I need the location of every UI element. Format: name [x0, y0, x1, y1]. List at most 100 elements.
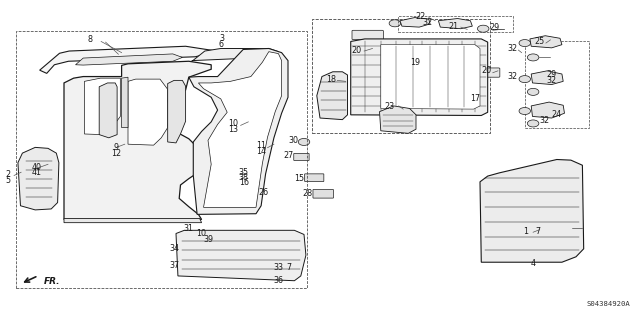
- Text: 8: 8: [87, 35, 92, 44]
- Text: 26: 26: [259, 188, 269, 197]
- Polygon shape: [198, 52, 282, 207]
- Polygon shape: [192, 48, 278, 61]
- Text: 10: 10: [228, 119, 239, 128]
- Text: 32: 32: [422, 18, 433, 27]
- Ellipse shape: [477, 25, 489, 32]
- Polygon shape: [400, 18, 430, 27]
- Text: 23: 23: [384, 102, 394, 111]
- Polygon shape: [99, 83, 117, 138]
- Polygon shape: [128, 79, 168, 145]
- Text: 12: 12: [111, 149, 122, 158]
- Ellipse shape: [564, 226, 572, 230]
- Ellipse shape: [548, 205, 556, 210]
- Text: 32: 32: [507, 72, 517, 81]
- FancyBboxPatch shape: [305, 174, 324, 182]
- Polygon shape: [351, 39, 488, 115]
- Text: 37: 37: [169, 261, 179, 270]
- Ellipse shape: [519, 40, 531, 47]
- Text: 32: 32: [547, 76, 557, 85]
- Text: 7: 7: [287, 263, 292, 271]
- Ellipse shape: [519, 76, 531, 83]
- Text: 15: 15: [294, 174, 305, 183]
- Text: S04384920A: S04384920A: [587, 301, 630, 307]
- Ellipse shape: [527, 120, 539, 127]
- Polygon shape: [530, 36, 562, 48]
- Text: 41: 41: [31, 168, 42, 177]
- Polygon shape: [168, 80, 186, 143]
- Text: 5: 5: [5, 176, 10, 185]
- Polygon shape: [40, 46, 212, 73]
- Ellipse shape: [288, 253, 294, 258]
- Text: 16: 16: [239, 178, 250, 187]
- Polygon shape: [317, 72, 348, 120]
- Ellipse shape: [227, 253, 234, 258]
- Polygon shape: [531, 102, 564, 118]
- Text: 14: 14: [256, 147, 266, 156]
- Text: 21: 21: [448, 22, 458, 31]
- Polygon shape: [122, 77, 128, 128]
- Text: 10: 10: [196, 229, 207, 238]
- Ellipse shape: [527, 88, 539, 95]
- Text: 20: 20: [351, 46, 362, 55]
- Text: 34: 34: [169, 244, 179, 253]
- Text: 2: 2: [5, 170, 10, 179]
- Text: 4: 4: [531, 259, 536, 268]
- Text: 9: 9: [114, 143, 119, 152]
- Text: 38: 38: [238, 173, 248, 182]
- Polygon shape: [18, 147, 59, 210]
- Text: 11: 11: [256, 141, 266, 150]
- Text: 29: 29: [547, 70, 557, 78]
- Text: 36: 36: [273, 276, 284, 285]
- Polygon shape: [531, 71, 563, 85]
- Ellipse shape: [35, 158, 42, 161]
- Ellipse shape: [195, 253, 202, 258]
- Text: 25: 25: [534, 37, 545, 46]
- Text: 35: 35: [238, 168, 248, 177]
- Text: 32: 32: [507, 44, 517, 53]
- Text: 17: 17: [470, 94, 481, 103]
- Ellipse shape: [495, 205, 503, 210]
- Text: 27: 27: [283, 151, 293, 160]
- Polygon shape: [189, 48, 288, 214]
- Text: 22: 22: [415, 12, 426, 21]
- Ellipse shape: [35, 192, 42, 197]
- Text: 20: 20: [481, 66, 492, 75]
- Text: 19: 19: [410, 58, 420, 67]
- Ellipse shape: [389, 20, 401, 27]
- Text: 29: 29: [489, 23, 499, 32]
- Text: 13: 13: [228, 125, 239, 134]
- Ellipse shape: [519, 108, 531, 115]
- Text: 39: 39: [203, 235, 213, 244]
- Ellipse shape: [259, 253, 266, 258]
- FancyBboxPatch shape: [481, 68, 500, 77]
- Polygon shape: [76, 54, 182, 65]
- Text: 40: 40: [31, 163, 42, 172]
- Text: 30: 30: [288, 136, 298, 145]
- Polygon shape: [480, 160, 584, 262]
- Text: 28: 28: [302, 189, 312, 198]
- Text: 7: 7: [535, 227, 540, 236]
- Text: 3: 3: [219, 34, 224, 43]
- Ellipse shape: [521, 205, 529, 210]
- Text: 1: 1: [524, 227, 529, 236]
- FancyBboxPatch shape: [352, 30, 383, 40]
- Text: 6: 6: [219, 40, 224, 48]
- Polygon shape: [64, 219, 202, 223]
- Text: 33: 33: [273, 263, 284, 271]
- Polygon shape: [380, 106, 416, 133]
- Text: 32: 32: [539, 116, 549, 125]
- Text: FR.: FR.: [44, 277, 60, 286]
- Polygon shape: [176, 230, 306, 281]
- Ellipse shape: [527, 54, 539, 61]
- Text: 24: 24: [552, 110, 562, 119]
- FancyBboxPatch shape: [294, 153, 309, 160]
- Polygon shape: [438, 19, 472, 29]
- Polygon shape: [64, 61, 211, 219]
- Ellipse shape: [298, 138, 310, 145]
- Ellipse shape: [246, 174, 260, 183]
- Polygon shape: [381, 45, 480, 109]
- Text: 31: 31: [184, 224, 194, 233]
- Polygon shape: [84, 78, 120, 135]
- Ellipse shape: [35, 174, 42, 177]
- Text: 18: 18: [326, 75, 336, 84]
